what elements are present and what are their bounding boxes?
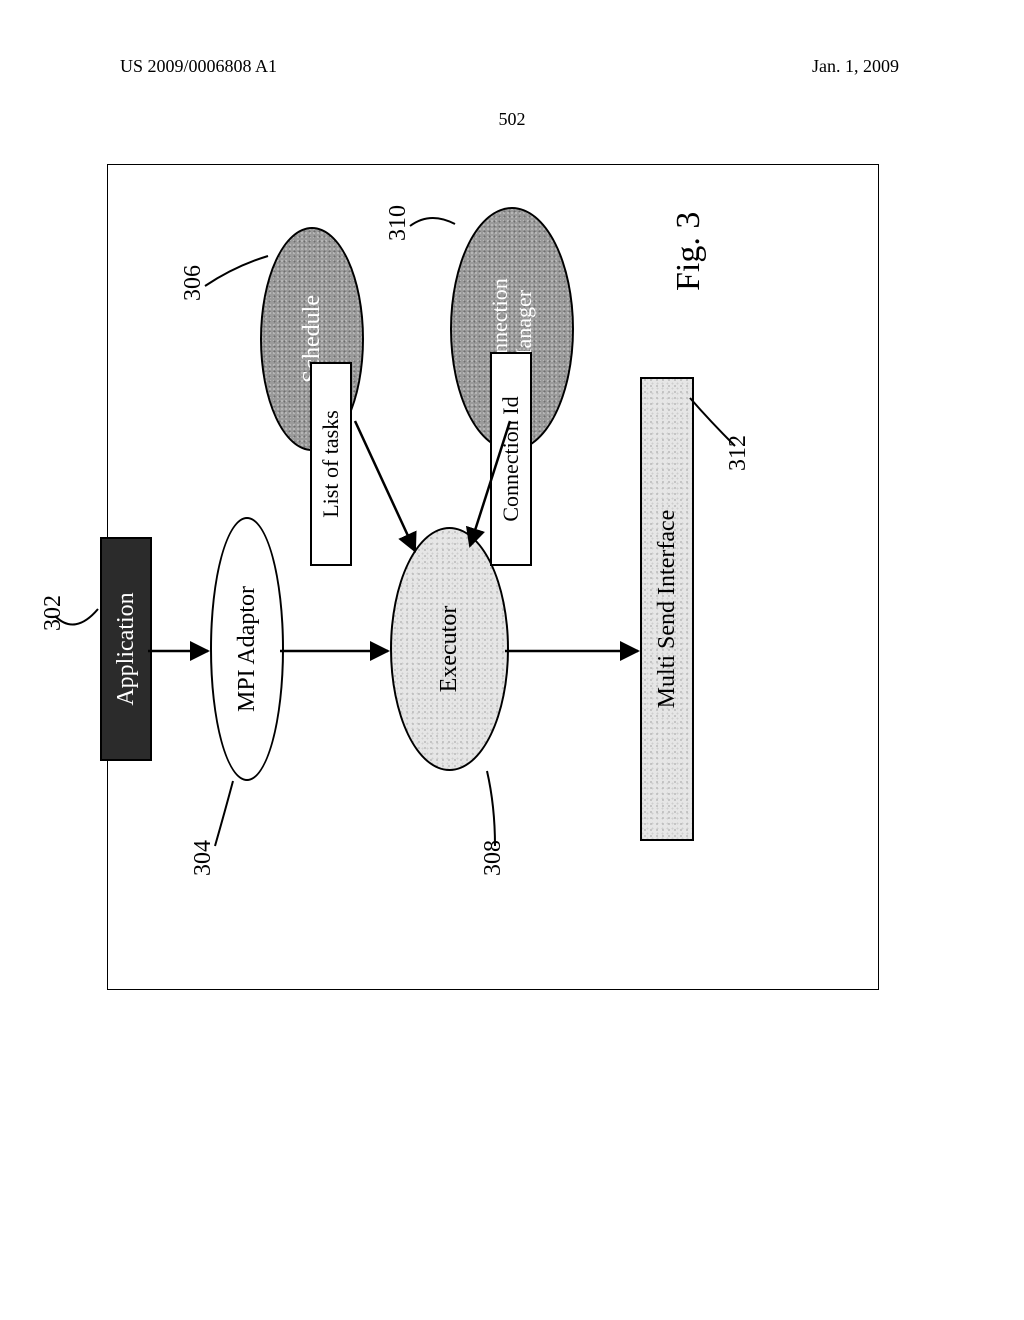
pub-number: US 2009/0006808 A1 [120,56,277,77]
patent-page: US 2009/0006808 A1 502 Jan. 1, 2009 Appl… [0,0,1024,1320]
pub-date: Jan. 1, 2009 [812,56,899,77]
connectors-svg [20,81,840,1021]
figure-3-diagram: Application MPI Adaptor Schedule Executo… [80,191,904,961]
